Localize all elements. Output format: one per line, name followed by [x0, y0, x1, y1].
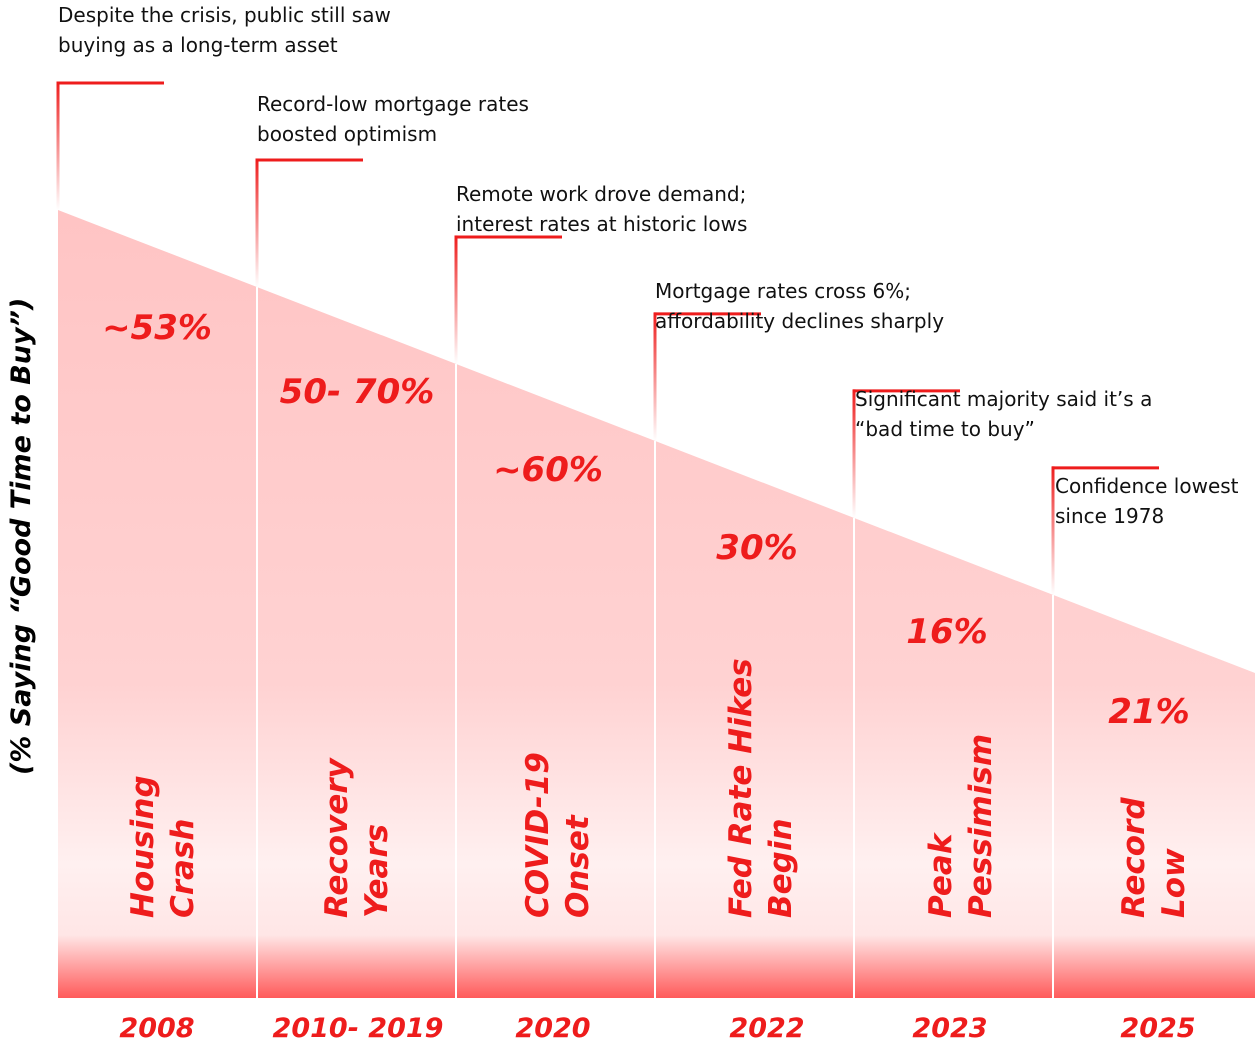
- annotation-6-line-1: Confidence lowest: [1055, 474, 1239, 498]
- period-label-peak-pessimism-line-1: Peak: [923, 833, 959, 918]
- annotation-1: Despite the crisis, public still saw buy…: [58, 0, 391, 60]
- period-label-fed-rate-hikes-line-2: Begin: [763, 818, 799, 918]
- annotation-4-line-1: Mortgage rates cross 6%;: [655, 279, 911, 303]
- period-label-recovery-years-line-1: Recovery: [319, 758, 355, 918]
- period-label-recovery-years-line-2: Years: [359, 823, 395, 918]
- annotation-3-line-2: interest rates at historic lows: [456, 212, 748, 236]
- annotation-5-line-1: Significant majority said it’s a: [855, 387, 1153, 411]
- annotation-3: Remote work drove demand; interest rates…: [456, 179, 747, 239]
- value-label-2025: 21%: [1108, 692, 1190, 732]
- period-label-peak-pessimism-line-2: Pessimism: [963, 733, 999, 918]
- period-dividers: [256, 286, 1054, 998]
- annotation-bracket-stem: [1051, 466, 1055, 595]
- annotation-1-line-2: buying as a long-term asset: [58, 33, 338, 57]
- annotation-6-line-2: since 1978: [1055, 504, 1165, 528]
- annotation-5-line-2: “bad time to buy”: [855, 417, 1035, 441]
- period-label-record-low-line-1: Record: [1116, 797, 1152, 918]
- value-label-2020: ~60%: [493, 450, 603, 490]
- annotation-2-line-1: Record-low mortgage rates: [257, 92, 529, 116]
- value-label-2008: ~53%: [102, 308, 212, 348]
- year-label-2023: 2023: [912, 1013, 988, 1044]
- period-label-covid-onset-line-1: COVID-19: [520, 752, 556, 918]
- declining-area: [58, 210, 1255, 998]
- annotation-bracket-stem: [852, 389, 856, 518]
- annotation-2: Record-low mortgage rates boosted optimi…: [257, 89, 529, 149]
- year-label-2008: 2008: [119, 1013, 195, 1044]
- period-label-fed-rate-hikes-line-1: Fed Rate Hikes: [723, 658, 759, 918]
- period-label-covid-onset-line-2: Onset: [560, 815, 596, 918]
- year-label-2025: 2025: [1120, 1013, 1196, 1044]
- year-label-2020: 2020: [515, 1013, 591, 1044]
- annotation-bracket-stem: [56, 81, 60, 210]
- value-label-2022: 30%: [716, 528, 798, 568]
- period-label-housing-crash-line-2: Crash: [165, 818, 201, 918]
- annotation-4: Mortgage rates cross 6%; affordability d…: [655, 276, 944, 336]
- period-label-housing-crash-line-1: Housing: [125, 775, 161, 918]
- value-label-2023: 16%: [906, 612, 988, 652]
- annotation-bracket-stem: [454, 235, 458, 364]
- annotation-bracket-stem: [653, 312, 657, 441]
- annotation-3-line-1: Remote work drove demand;: [456, 182, 747, 206]
- value-label-2010-2019: 50- 70%: [279, 372, 435, 412]
- annotation-4-line-2: affordability declines sharply: [655, 309, 945, 333]
- annotation-6: Confidence lowest since 1978: [1055, 471, 1239, 531]
- annotation-brackets: [56, 81, 1159, 595]
- period-label-record-low-line-2: Low: [1156, 848, 1192, 918]
- year-label-2022: 2022: [729, 1013, 805, 1044]
- annotation-5: Significant majority said it’s a “bad ti…: [855, 384, 1152, 444]
- annotation-1-line-1: Despite the crisis, public still saw: [58, 3, 391, 27]
- y-axis-label: (% Saying “Good Time to Buy”): [6, 297, 37, 775]
- year-label-2010-2019: 2010- 2019: [272, 1013, 444, 1044]
- annotation-bracket-stem: [255, 158, 259, 287]
- annotation-2-line-2: boosted optimism: [257, 122, 438, 146]
